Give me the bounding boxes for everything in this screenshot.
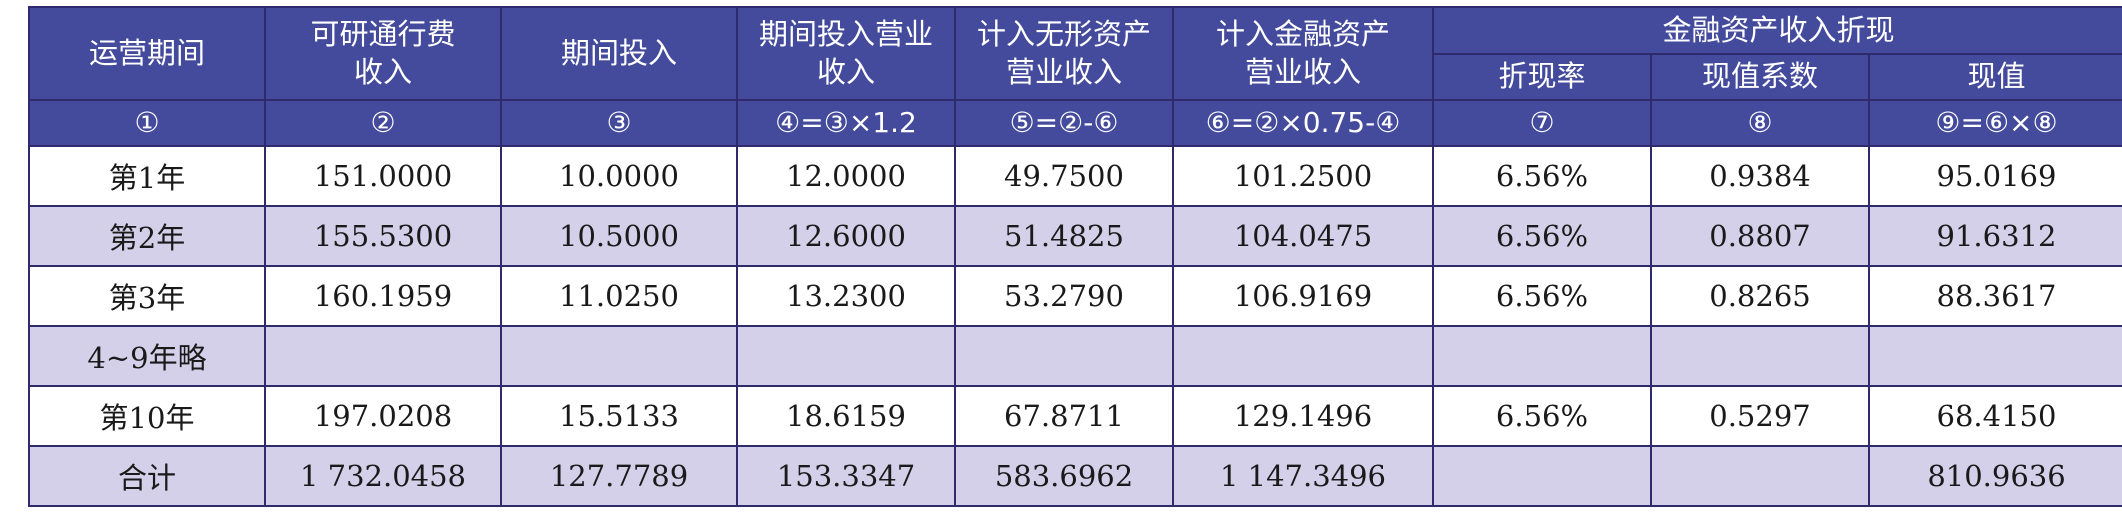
- table-cell: 51.4825: [954, 205, 1174, 267]
- formula-cell: ④=③×1.2: [736, 99, 956, 147]
- table-cell: [1650, 325, 1870, 387]
- header-investment-revenue: 期间投入营业 收入: [736, 6, 956, 101]
- table-row: 第2年 155.5300 10.5000 12.6000 51.4825 104…: [28, 205, 2122, 267]
- table-cell: [954, 325, 1174, 387]
- table-row: 第10年 197.0208 15.5133 18.6159 67.8711 12…: [28, 385, 2122, 447]
- table-cell: 583.6962: [954, 445, 1174, 507]
- table-cell: 10.5000: [500, 205, 738, 267]
- header-present-value: 现值: [1867, 53, 2122, 101]
- formula-cell: ②: [264, 99, 502, 147]
- table-cell: 155.5300: [264, 205, 502, 267]
- table-cell: 68.4150: [1867, 385, 2122, 447]
- table-cell: 106.9169: [1172, 265, 1434, 327]
- table-cell: 15.5133: [500, 385, 738, 447]
- formula-cell: ⑤=②-⑥: [954, 99, 1174, 147]
- table-cell: 第1年: [28, 145, 266, 207]
- table-cell: 810.9636: [1867, 445, 2122, 507]
- header-financial-revenue: 计入金融资产 营业收入: [1172, 6, 1434, 101]
- table-cell: 6.56%: [1432, 385, 1652, 447]
- table-cell: 151.0000: [264, 145, 502, 207]
- table-row: 4~9年略: [28, 325, 2122, 387]
- table-cell: [264, 325, 502, 387]
- formula-row: ① ② ③ ④=③×1.2 ⑤=②-⑥ ⑥=②×0.75-④ ⑦ ⑧ ⑨=⑥×⑧: [28, 99, 2122, 147]
- table-cell: 12.6000: [736, 205, 956, 267]
- table-cell: 49.7500: [954, 145, 1174, 207]
- table-cell: 4~9年略: [28, 325, 266, 387]
- table-row: 第1年 151.0000 10.0000 12.0000 49.7500 101…: [28, 145, 2122, 207]
- table-cell: 0.8807: [1650, 205, 1870, 267]
- table-cell: 101.2500: [1172, 145, 1434, 207]
- table-cell: 88.3617: [1867, 265, 2122, 327]
- table-cell: 53.2790: [954, 265, 1174, 327]
- formula-cell: ⑦: [1432, 99, 1652, 147]
- table-cell: 95.0169: [1867, 145, 2122, 207]
- table-cell: [1432, 325, 1652, 387]
- table-cell: [500, 325, 738, 387]
- table-cell: 91.6312: [1867, 205, 2122, 267]
- formula-cell: ⑨=⑥×⑧: [1867, 99, 2122, 147]
- table-cell: 6.56%: [1432, 145, 1652, 207]
- table-cell: [1867, 325, 2122, 387]
- table-cell: 11.0250: [500, 265, 738, 327]
- header-period: 运营期间: [28, 6, 266, 101]
- table-cell: 153.3347: [736, 445, 956, 507]
- table-row: 第3年 160.1959 11.0250 13.2300 53.2790 106…: [28, 265, 2122, 327]
- financial-table: 运营期间 可研通行费 收入 期间投入 期间投入营业 收入 计入无形资产 营业收入 计入…: [28, 6, 2122, 507]
- table-cell: 6.56%: [1432, 265, 1652, 327]
- table-cell: 67.8711: [954, 385, 1174, 447]
- table-cell: 104.0475: [1172, 205, 1434, 267]
- table-cell: 13.2300: [736, 265, 956, 327]
- table-cell: 127.7789: [500, 445, 738, 507]
- header-pv-factor: 现值系数: [1650, 53, 1870, 101]
- table-cell: 12.0000: [736, 145, 956, 207]
- table-cell: 合计: [28, 445, 266, 507]
- table-cell: 197.0208: [264, 385, 502, 447]
- total-row: 合计 1 732.0458 127.7789 153.3347 583.6962…: [28, 445, 2122, 507]
- table-cell: 第3年: [28, 265, 266, 327]
- table-cell: [736, 325, 956, 387]
- table-cell: 160.1959: [264, 265, 502, 327]
- table-cell: 0.5297: [1650, 385, 1870, 447]
- table-cell: 1 147.3496: [1172, 445, 1434, 507]
- table-cell: [1432, 445, 1652, 507]
- formula-cell: ①: [28, 99, 266, 147]
- table-cell: [1172, 325, 1434, 387]
- header-period-investment: 期间投入: [500, 6, 738, 101]
- table-cell: [1650, 445, 1870, 507]
- table-cell: 10.0000: [500, 145, 738, 207]
- formula-cell: ⑥=②×0.75-④: [1172, 99, 1434, 147]
- table-cell: 第10年: [28, 385, 266, 447]
- formula-cell: ⑧: [1650, 99, 1870, 147]
- table-cell: 0.9384: [1650, 145, 1870, 207]
- header-intangible-revenue: 计入无形资产 营业收入: [954, 6, 1174, 101]
- table-cell: 0.8265: [1650, 265, 1870, 327]
- table-cell: 129.1496: [1172, 385, 1434, 447]
- header-discount-group: 金融资产收入折现: [1431, 6, 2122, 55]
- table-cell: 1 732.0458: [264, 445, 502, 507]
- formula-cell: ③: [500, 99, 738, 147]
- header-toll-income: 可研通行费 收入: [264, 6, 502, 101]
- header-discount-rate: 折现率: [1432, 53, 1652, 101]
- table-cell: 18.6159: [736, 385, 956, 447]
- table-cell: 6.56%: [1432, 205, 1652, 267]
- table-cell: 第2年: [28, 205, 266, 267]
